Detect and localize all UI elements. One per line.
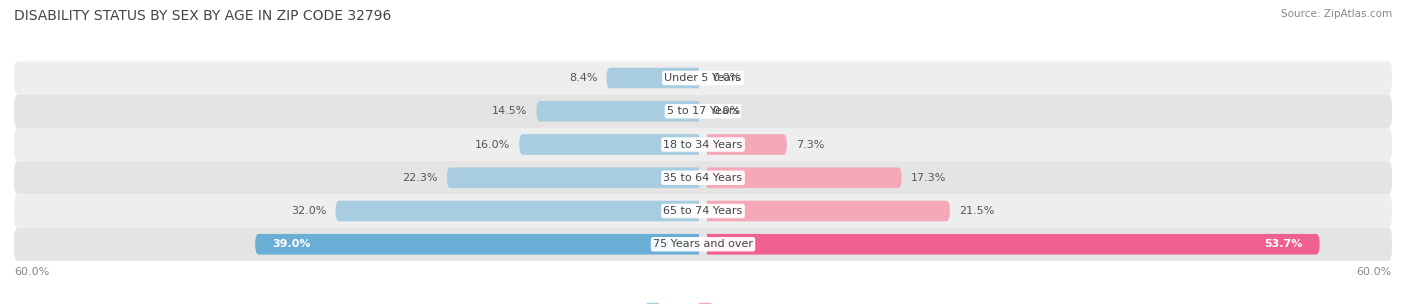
Text: 65 to 74 Years: 65 to 74 Years <box>664 206 742 216</box>
Text: 17.3%: 17.3% <box>911 173 946 183</box>
Text: 5 to 17 Years: 5 to 17 Years <box>666 106 740 116</box>
Text: 8.4%: 8.4% <box>569 73 598 83</box>
Bar <box>699 167 703 188</box>
Bar <box>699 101 703 122</box>
FancyBboxPatch shape <box>14 128 1392 161</box>
Bar <box>703 167 707 188</box>
Text: 21.5%: 21.5% <box>959 206 994 216</box>
Bar <box>699 200 703 222</box>
Text: 35 to 64 Years: 35 to 64 Years <box>664 173 742 183</box>
Text: 18 to 34 Years: 18 to 34 Years <box>664 140 742 150</box>
FancyBboxPatch shape <box>14 95 1392 128</box>
FancyBboxPatch shape <box>336 201 703 221</box>
Text: 75 Years and over: 75 Years and over <box>652 239 754 249</box>
Text: Under 5 Years: Under 5 Years <box>665 73 741 83</box>
Legend: Male, Female: Male, Female <box>643 299 763 304</box>
Text: 60.0%: 60.0% <box>14 267 49 277</box>
FancyBboxPatch shape <box>14 161 1392 194</box>
Bar <box>703 200 707 222</box>
FancyBboxPatch shape <box>14 61 1392 95</box>
Text: 0.0%: 0.0% <box>713 106 741 116</box>
Text: 0.0%: 0.0% <box>713 73 741 83</box>
FancyBboxPatch shape <box>447 168 703 188</box>
FancyBboxPatch shape <box>14 228 1392 261</box>
Text: 7.3%: 7.3% <box>796 140 824 150</box>
Bar <box>699 233 703 255</box>
Text: 53.7%: 53.7% <box>1264 239 1302 249</box>
FancyBboxPatch shape <box>703 234 1320 254</box>
Text: 16.0%: 16.0% <box>475 140 510 150</box>
FancyBboxPatch shape <box>703 201 950 221</box>
Bar <box>699 67 703 89</box>
Text: 39.0%: 39.0% <box>273 239 311 249</box>
Bar <box>703 233 707 255</box>
FancyBboxPatch shape <box>537 101 703 122</box>
FancyBboxPatch shape <box>606 68 703 88</box>
FancyBboxPatch shape <box>703 168 901 188</box>
Bar <box>699 134 703 155</box>
Text: Source: ZipAtlas.com: Source: ZipAtlas.com <box>1281 9 1392 19</box>
Text: 32.0%: 32.0% <box>291 206 326 216</box>
Text: 14.5%: 14.5% <box>492 106 527 116</box>
FancyBboxPatch shape <box>14 194 1392 228</box>
Bar <box>703 134 707 155</box>
Text: 60.0%: 60.0% <box>1357 267 1392 277</box>
Text: 22.3%: 22.3% <box>402 173 437 183</box>
FancyBboxPatch shape <box>703 134 787 155</box>
Text: DISABILITY STATUS BY SEX BY AGE IN ZIP CODE 32796: DISABILITY STATUS BY SEX BY AGE IN ZIP C… <box>14 9 391 23</box>
FancyBboxPatch shape <box>256 234 703 254</box>
FancyBboxPatch shape <box>519 134 703 155</box>
